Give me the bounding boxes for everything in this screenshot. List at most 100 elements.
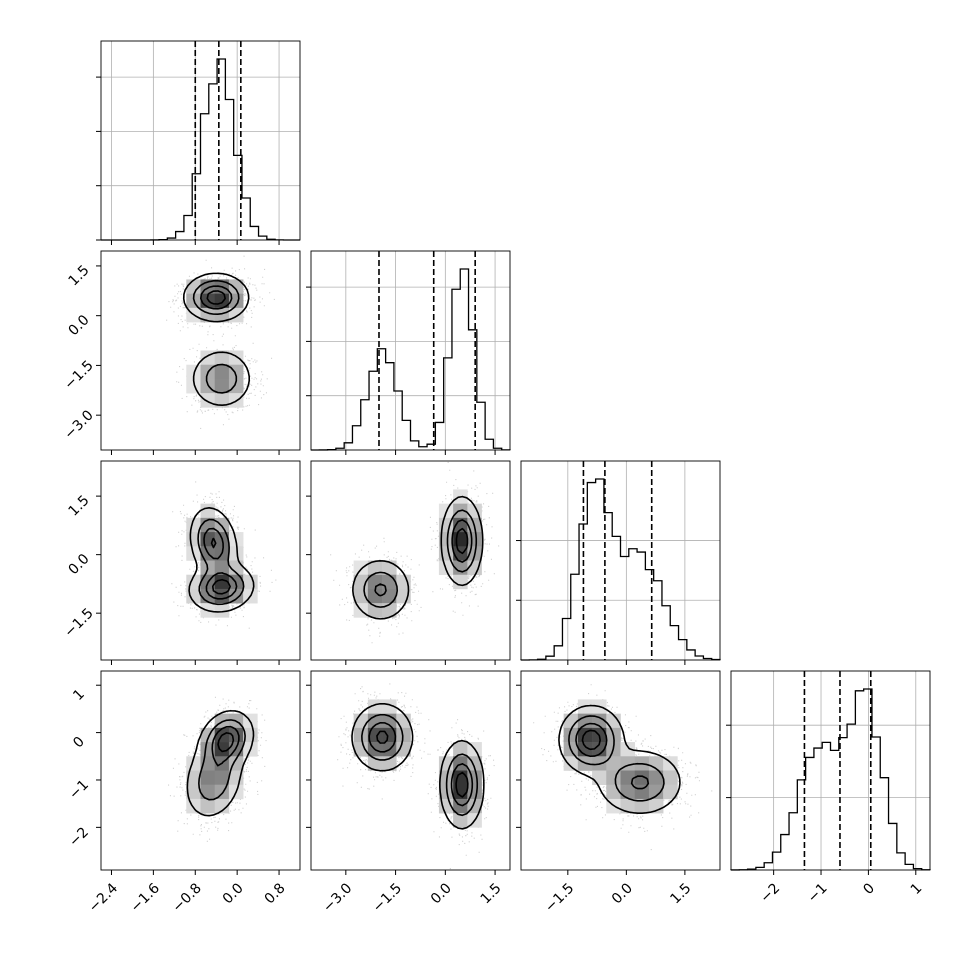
x-tick-label: −1.6 <box>128 880 163 915</box>
density-contour <box>188 506 255 613</box>
density-cell <box>396 742 411 757</box>
density-cell <box>396 574 411 590</box>
density-cell <box>186 770 201 786</box>
density-contour <box>199 285 233 310</box>
density-contour <box>368 722 474 807</box>
density-cell <box>186 517 201 533</box>
density-contour <box>192 279 240 394</box>
density-cell <box>200 503 216 519</box>
density-cell <box>200 742 216 757</box>
density-cell <box>663 770 678 786</box>
panel-frame-3-0 <box>100 670 301 871</box>
density-cell <box>353 742 369 757</box>
histogram-step <box>730 688 931 871</box>
y-tick-label: 1.5 <box>66 262 93 289</box>
density-contour <box>186 709 255 817</box>
density-cell <box>382 588 397 604</box>
density-cell <box>453 742 468 757</box>
density-cell <box>438 532 454 547</box>
density-contour <box>351 702 485 830</box>
pair-panel-1-0 <box>166 255 275 429</box>
density-cell <box>200 350 216 366</box>
pair-panel-3-2 <box>533 684 713 851</box>
density-cell <box>228 378 244 394</box>
pair-panel-2-1 <box>330 461 500 644</box>
density-cell <box>367 727 383 743</box>
density-cell <box>228 546 244 561</box>
panel-frame-2-0 <box>100 460 301 661</box>
density-contour <box>182 272 251 406</box>
density-cell <box>606 713 621 729</box>
density-cell <box>228 588 244 604</box>
x-tick-label: −1 <box>805 880 831 906</box>
pair-panel-2-0 <box>171 481 277 629</box>
y-tick-label: 1 <box>70 686 88 704</box>
density-contour <box>581 729 601 751</box>
density-cell <box>592 742 607 757</box>
density-cell <box>228 350 244 366</box>
density-cell <box>438 770 454 786</box>
density-cell <box>453 813 468 828</box>
density-contour <box>217 732 235 753</box>
density-cell <box>214 603 230 618</box>
density-cell <box>214 350 230 366</box>
density-cell <box>186 756 201 771</box>
y-tick-label: 0.0 <box>66 312 93 339</box>
panel-frame-3-1 <box>310 670 511 871</box>
y-tick-label: −1.5 <box>61 605 96 640</box>
pair-panel-3-1 <box>337 683 495 870</box>
x-tick-label: −1.5 <box>542 880 577 915</box>
density-contour <box>210 537 231 595</box>
density-contour <box>361 713 479 817</box>
density-cell <box>563 713 579 729</box>
x-tick-label: −2 <box>757 880 783 906</box>
density-cell <box>453 784 468 800</box>
density-cell <box>228 293 244 309</box>
density-contour <box>575 722 650 790</box>
y-tick-label: 0 <box>70 734 88 752</box>
density-cell <box>563 727 579 743</box>
diagonal-histograms <box>101 41 931 871</box>
density-cell <box>367 560 383 576</box>
density-contour <box>197 518 245 606</box>
density-cell <box>353 560 369 576</box>
density-cell <box>606 756 621 771</box>
density-cell <box>367 699 383 714</box>
x-tick-label: 0.0 <box>609 880 636 907</box>
density-cell <box>382 727 397 743</box>
density-contour <box>206 290 226 305</box>
density-cell <box>648 770 664 786</box>
density-contour <box>455 527 469 555</box>
density-cell <box>663 784 678 800</box>
density-contour <box>363 509 478 608</box>
x-tick-label: −1.5 <box>370 880 405 915</box>
density-cell <box>200 784 216 800</box>
x-tick-label: 0.0 <box>220 880 247 907</box>
x-tick-label: 1 <box>908 880 926 898</box>
density-cell <box>467 532 482 547</box>
density-contour <box>211 725 240 767</box>
y-tick-label: −1 <box>66 777 92 803</box>
panel-frame-2-1 <box>310 460 511 661</box>
histogram-panel-3 <box>730 671 931 871</box>
density-cell <box>620 784 636 800</box>
panel-frame-3-3 <box>730 670 931 871</box>
density-contour <box>568 715 665 802</box>
density-contour <box>198 719 246 801</box>
y-tick-label: 1.5 <box>66 492 93 519</box>
y-tick-label: −2 <box>66 824 92 850</box>
x-tick-label: −3.0 <box>320 880 355 915</box>
density-cell <box>453 532 468 547</box>
y-tick-label: 0.0 <box>66 551 93 578</box>
density-contour <box>376 730 469 798</box>
density-cell <box>592 770 607 786</box>
panel-frames <box>100 40 931 871</box>
x-tick-label: −0.8 <box>170 880 205 915</box>
density-cell <box>382 574 397 590</box>
density-cell <box>214 574 230 590</box>
histogram-step <box>101 58 300 241</box>
density-cell <box>563 756 579 771</box>
density-contour <box>558 704 681 814</box>
panel-frame-3-2 <box>520 670 721 871</box>
density-cell <box>200 770 216 786</box>
